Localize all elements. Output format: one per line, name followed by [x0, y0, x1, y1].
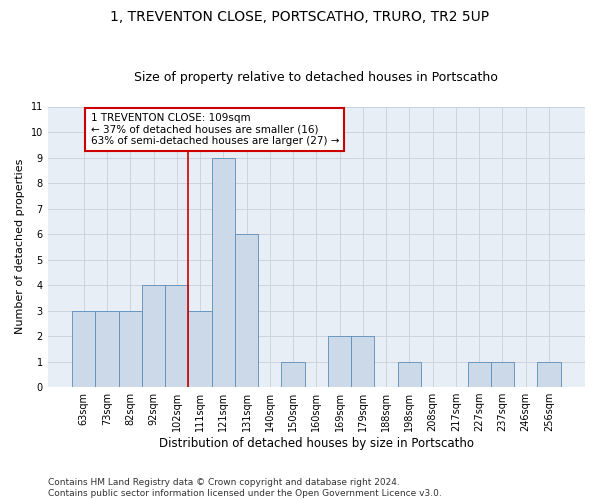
Bar	[328, 336, 351, 387]
X-axis label: Distribution of detached houses by size in Portscatho: Distribution of detached houses by size …	[159, 437, 474, 450]
Text: 1, TREVENTON CLOSE, PORTSCATHO, TRURO, TR2 5UP: 1, TREVENTON CLOSE, PORTSCATHO, TRURO, T…	[110, 10, 490, 24]
Text: Contains HM Land Registry data © Crown copyright and database right 2024.
Contai: Contains HM Land Registry data © Crown c…	[48, 478, 442, 498]
Bar	[538, 362, 560, 387]
Bar	[351, 336, 374, 387]
Bar	[119, 310, 142, 387]
Bar	[188, 310, 212, 387]
Bar	[491, 362, 514, 387]
Bar	[165, 285, 188, 387]
Bar	[72, 310, 95, 387]
Bar	[235, 234, 258, 387]
Y-axis label: Number of detached properties: Number of detached properties	[15, 159, 25, 334]
Title: Size of property relative to detached houses in Portscatho: Size of property relative to detached ho…	[134, 72, 498, 85]
Bar	[281, 362, 305, 387]
Bar	[212, 158, 235, 387]
Text: 1 TREVENTON CLOSE: 109sqm
← 37% of detached houses are smaller (16)
63% of semi-: 1 TREVENTON CLOSE: 109sqm ← 37% of detac…	[91, 113, 339, 146]
Bar	[142, 285, 165, 387]
Bar	[95, 310, 119, 387]
Bar	[467, 362, 491, 387]
Bar	[398, 362, 421, 387]
